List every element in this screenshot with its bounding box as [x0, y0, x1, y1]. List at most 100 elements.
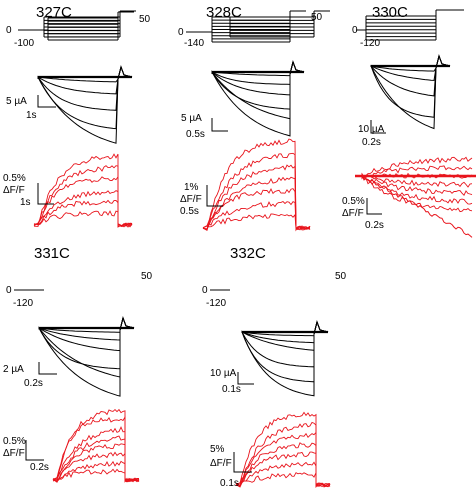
current-traces — [370, 54, 451, 130]
current-scale-time: 0.5s — [186, 129, 205, 140]
current-trace — [38, 316, 135, 341]
current-trace — [370, 54, 451, 118]
current-scale-amp: 10 µA — [210, 368, 237, 379]
fluorescence-scale-bar: 5% ΔF/F 0.1s — [210, 444, 252, 489]
fluor-scale-time: 0.5s — [180, 206, 199, 217]
current-trace — [38, 316, 135, 352]
current-scale-amp: 5 µA — [6, 96, 27, 107]
fluorescence-trace — [361, 174, 473, 238]
current-scale-time: 1s — [26, 110, 37, 121]
current-traces — [38, 316, 135, 397]
protocol-tail-label: 50 — [335, 271, 347, 282]
fluorescence-trace — [52, 426, 140, 482]
current-scale-bar: 10 µA 0.2s — [358, 120, 386, 148]
fluor-scale-time: 0.2s — [30, 462, 49, 473]
current-scale-amp: 10 µA — [358, 124, 385, 135]
protocol-diagram: 0 -120 50 — [202, 10, 347, 309]
panel-title: 330C — [372, 4, 408, 21]
fluor-scale-amp: 1% — [184, 182, 199, 193]
protocol-steps — [14, 10, 136, 291]
fluorescence-traces — [235, 411, 331, 489]
fluorescence-trace — [33, 190, 133, 228]
fluorescence-trace — [361, 173, 473, 196]
protocol-step-label: -120 — [206, 298, 226, 309]
current-trace — [37, 65, 133, 95]
current-scale-time: 0.2s — [24, 378, 43, 389]
current-trace — [37, 65, 133, 144]
fluor-scale-amp: 0.5% — [3, 436, 26, 447]
protocol-tail-label: 50 — [311, 12, 323, 23]
protocol-hold-label: 0 — [202, 285, 208, 296]
fluorescence-trace — [361, 176, 473, 205]
panel-331C: 331C 0 -120 50 2 µA 0.2s 0.5% ΔF/F 0.2s — [3, 10, 153, 483]
fluorescence-trace — [202, 213, 311, 231]
protocol-diagram: 0 -120 — [352, 9, 464, 49]
current-trace — [38, 316, 135, 397]
fluorescence-scale-bar: 0.5% ΔF/F 0.2s — [342, 196, 384, 231]
current-trace — [241, 320, 329, 337]
current-trace — [211, 60, 305, 85]
fluorescence-trace — [52, 408, 140, 483]
current-traces — [37, 65, 133, 144]
current-scale-bar: 2 µA 0.2s — [3, 362, 57, 389]
fluorescence-trace — [361, 156, 473, 179]
fluor-scale-amp: 5% — [210, 444, 225, 455]
protocol-hold-label: 0 — [178, 27, 184, 38]
fluor-scale-unit: ΔF/F — [180, 194, 202, 205]
fluorescence-trace — [202, 138, 311, 231]
panel-327C: 327C 0 -100 50 5 µA 1s 0.5% ΔF/F 1s — [3, 4, 151, 228]
fluorescence-traces — [52, 408, 140, 483]
fluor-scale-unit: ΔF/F — [342, 208, 364, 219]
protocol-diagram: 0 -120 50 — [6, 10, 153, 309]
panel-title: 332C — [230, 245, 266, 262]
protocol-hold-label: 0 — [6, 25, 12, 36]
fluorescence-trace — [361, 174, 473, 188]
fluorescence-trace — [33, 153, 133, 228]
fluorescence-scale-bar: 0.5% ΔF/F 0.2s — [3, 436, 49, 473]
current-trace — [211, 60, 305, 120]
fluorescence-scale-bar: 1% ΔF/F 0.5s — [180, 182, 223, 217]
fluorescence-trace — [202, 200, 311, 231]
fluorescence-trace — [361, 165, 473, 178]
panel-328C: 328C 0 -140 50 5 µA 0.5s 1% ΔF/F 0.5s — [178, 4, 323, 232]
current-trace — [370, 54, 451, 130]
fluor-scale-time: 0.1s — [220, 478, 239, 489]
protocol-hold-label: 0 — [6, 285, 12, 296]
fluorescence-trace — [33, 165, 133, 227]
fluor-scale-unit: ΔF/F — [3, 185, 25, 196]
current-trace — [211, 60, 305, 77]
current-scale-amp: 5 µA — [181, 113, 202, 124]
protocol-step-label: -120 — [13, 298, 33, 309]
current-trace — [370, 54, 451, 72]
current-scale-bar: 10 µA 0.1s — [210, 368, 254, 395]
current-trace — [241, 320, 329, 397]
fluor-scale-time: 1s — [20, 197, 31, 208]
fluorescence-trace — [202, 176, 311, 232]
fluorescence-trace — [202, 152, 311, 230]
current-scale-amp: 2 µA — [3, 364, 24, 375]
protocol-tail-label: 50 — [139, 14, 151, 25]
current-trace — [370, 54, 451, 81]
fluor-scale-unit: ΔF/F — [3, 448, 25, 459]
current-trace — [211, 60, 305, 110]
protocol-steps — [356, 9, 464, 41]
fluorescence-traces-330C-detail — [355, 156, 476, 238]
fluor-scale-time: 0.2s — [365, 220, 384, 231]
panel-title: 328C — [206, 4, 242, 21]
current-trace — [38, 316, 135, 333]
fluorescence-trace — [235, 411, 331, 489]
fluorescence-traces — [202, 138, 311, 232]
current-trace — [241, 320, 329, 368]
current-trace — [211, 60, 305, 137]
fluor-scale-unit: ΔF/F — [210, 458, 232, 469]
current-trace — [38, 316, 135, 378]
fluorescence-traces — [33, 153, 133, 228]
fluor-scale-amp: 0.5% — [3, 173, 26, 184]
fluorescence-scale-bar: 0.5% ΔF/F 1s — [3, 173, 54, 208]
protocol-step-label: -120 — [360, 38, 380, 49]
current-trace — [370, 54, 451, 97]
current-scale-time: 0.2s — [362, 137, 381, 148]
current-trace — [241, 320, 329, 351]
protocol-steps — [210, 10, 330, 291]
